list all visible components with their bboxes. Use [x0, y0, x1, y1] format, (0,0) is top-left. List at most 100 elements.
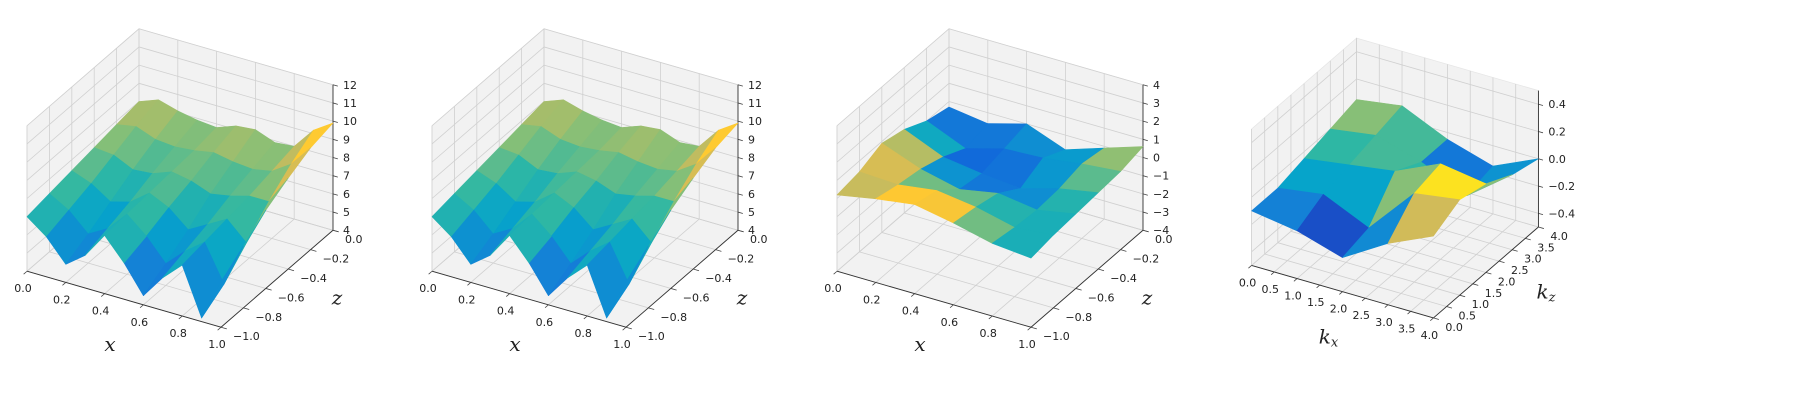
- tick-mark: [737, 175, 743, 178]
- x-axis-label-main: x: [914, 332, 925, 356]
- z-tick-label: 8: [343, 152, 350, 165]
- z-tick-label: 9: [748, 133, 755, 146]
- tick-mark: [544, 304, 549, 309]
- x-axis-label-sub: x: [1331, 335, 1339, 350]
- tick-mark: [332, 211, 338, 214]
- y-tick-label: −0.6: [683, 291, 710, 304]
- y-axis-line: [1030, 229, 1144, 328]
- x-tick-label: 3.0: [1375, 316, 1393, 329]
- x-tick-label: 0.2: [458, 293, 476, 306]
- x-tick-label: 0.0: [14, 282, 32, 295]
- tick-mark: [310, 249, 317, 252]
- tick-mark: [62, 282, 67, 286]
- tick-mark: [1339, 291, 1343, 295]
- z-tick-label: 8: [748, 152, 755, 165]
- x-tick-label: 1.0: [1018, 338, 1036, 351]
- z-tick-label: 12: [343, 79, 357, 92]
- x-axis-line: [1251, 264, 1434, 319]
- grid-line: [26, 83, 140, 181]
- x-tick-label: 0.8: [979, 327, 997, 340]
- y-axis-label-main: z: [331, 285, 343, 309]
- y-tick-label: −1.0: [233, 330, 260, 343]
- tick-mark: [737, 157, 743, 160]
- tick-mark: [505, 293, 510, 297]
- tick-mark: [1472, 283, 1479, 286]
- y-axis-line: [1433, 226, 1539, 319]
- tick-mark: [910, 293, 915, 297]
- x-tick-label: 0.8: [169, 327, 187, 340]
- tick-mark: [1384, 304, 1389, 308]
- y-tick-label: 2.0: [1498, 275, 1516, 288]
- x-axis-label-main: x: [509, 332, 520, 356]
- x-axis-label: x: [104, 332, 115, 356]
- tick-mark: [288, 268, 295, 272]
- grid-line: [1356, 78, 1539, 132]
- x-axis-label: x: [509, 332, 520, 356]
- tick-mark: [1538, 103, 1544, 106]
- tick-mark: [1512, 249, 1518, 252]
- y-tick-label: −0.2: [323, 253, 350, 266]
- x-tick-label: 0.4: [902, 305, 920, 318]
- x-tick-label: 0.0: [824, 282, 842, 295]
- z-tick-label: −1: [1153, 170, 1169, 183]
- z-tick-label: 9: [343, 133, 350, 146]
- x-tick-label: 0.4: [92, 305, 110, 318]
- surface-face: [1387, 193, 1460, 244]
- y-tick-label: −0.8: [255, 311, 282, 324]
- z-tick-label: 7: [343, 170, 350, 183]
- tick-mark: [220, 326, 227, 330]
- y-tick-label: −0.8: [1065, 311, 1092, 324]
- tick-mark: [648, 307, 655, 310]
- tick-mark: [1361, 297, 1366, 302]
- z-tick-label: 0: [1153, 152, 1160, 165]
- y-tick-label: −0.4: [1110, 272, 1137, 285]
- y-tick-label: 0.0: [750, 233, 768, 246]
- z-tick-label: −0.2: [1548, 180, 1575, 193]
- grid-line: [138, 46, 334, 104]
- tick-mark: [1459, 294, 1466, 298]
- tick-mark: [1120, 249, 1127, 252]
- z-tick-label: 0.2: [1548, 126, 1566, 139]
- z-tick-label: 4: [1153, 79, 1160, 92]
- z-tick-label: 1: [1153, 133, 1160, 146]
- tick-mark: [1142, 157, 1148, 160]
- y-tick-label: −1.0: [638, 330, 665, 343]
- grid-line: [26, 28, 140, 127]
- y-axis-label-sub: z: [1548, 290, 1556, 305]
- tick-mark: [1270, 271, 1275, 276]
- z-tick-label: 2: [1153, 115, 1160, 128]
- grid-line: [948, 46, 1144, 104]
- tick-mark: [1142, 229, 1148, 233]
- x-tick-label: 4.0: [1421, 329, 1439, 342]
- tick-mark: [1142, 175, 1148, 178]
- x-tick-label: 0.6: [131, 316, 149, 329]
- grid-line: [431, 64, 545, 163]
- grid-line: [948, 28, 1144, 86]
- tick-mark: [100, 293, 105, 297]
- tick-mark: [178, 315, 183, 320]
- grid-line: [881, 232, 1076, 289]
- x-tick-label: 0.4: [497, 305, 515, 318]
- x-tick-label: 2.5: [1352, 309, 1370, 322]
- grid-line: [1251, 51, 1357, 143]
- tick-mark: [1142, 84, 1148, 87]
- y-tick-label: −0.2: [728, 253, 755, 266]
- grid-line: [1356, 51, 1539, 105]
- y-tick-label: 4.0: [1550, 230, 1568, 243]
- tick-mark: [332, 138, 338, 142]
- subplot: 0.00.51.01.52.02.53.03.54.00.00.51.01.52…: [1239, 37, 1575, 350]
- z-tick-label: 6: [748, 188, 755, 201]
- tick-mark: [1538, 212, 1544, 216]
- grid-line: [543, 46, 739, 104]
- grid-line: [1277, 242, 1460, 296]
- grid-line: [991, 218, 1105, 317]
- grid-line: [431, 83, 545, 181]
- y-tick-label: −0.2: [1133, 253, 1160, 266]
- z-tick-label: 10: [343, 115, 357, 128]
- x-tick-label: 0.5: [1262, 283, 1280, 296]
- tick-mark: [737, 193, 743, 196]
- tick-mark: [1027, 326, 1032, 331]
- z-tick-label: 0.4: [1548, 98, 1566, 111]
- z-tick-label: −2: [1153, 188, 1169, 201]
